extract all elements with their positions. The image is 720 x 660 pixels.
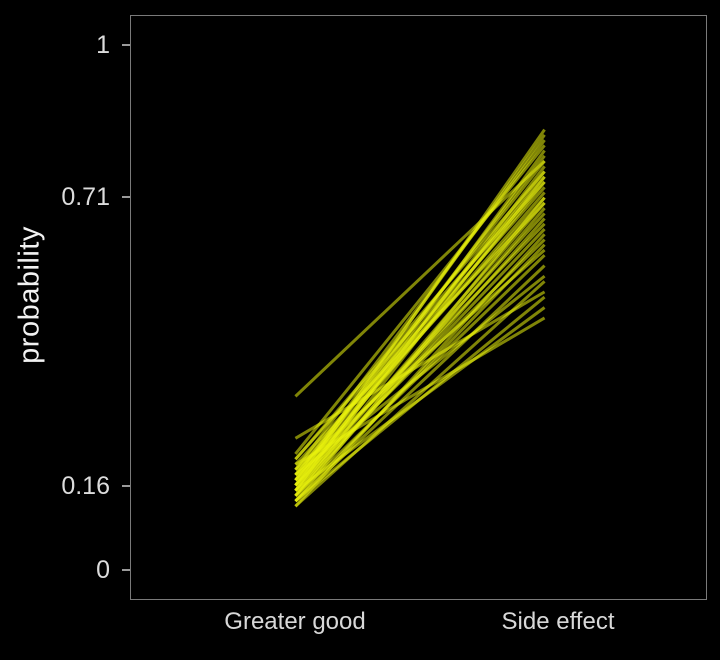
x-tick-label-side-effect: Side effect bbox=[501, 608, 615, 635]
y-tick-label: 0 bbox=[96, 556, 110, 584]
y-tick-mark bbox=[122, 44, 130, 46]
slope-line bbox=[294, 233, 546, 508]
x-tick-label-greater-good: Greater good bbox=[224, 608, 366, 635]
y-axis: 1 0.71 0.16 0 bbox=[0, 15, 130, 600]
slope-line bbox=[294, 201, 546, 492]
slope-line bbox=[294, 316, 546, 466]
y-tick-mark bbox=[122, 569, 130, 571]
slope-lines-svg bbox=[294, 128, 546, 508]
y-tick-label: 0.16 bbox=[61, 472, 110, 500]
slope-line bbox=[294, 274, 546, 477]
slope-line bbox=[294, 290, 546, 440]
slope-line bbox=[294, 144, 546, 455]
y-tick-label: 0.71 bbox=[61, 183, 110, 212]
plot-area bbox=[130, 15, 707, 600]
slope-line bbox=[294, 196, 546, 503]
slope-line bbox=[294, 196, 546, 476]
slope-line bbox=[294, 170, 546, 487]
slope-line bbox=[294, 159, 546, 398]
y-tick-mark bbox=[122, 485, 130, 487]
slope-line bbox=[294, 134, 546, 482]
y-tick-label: 1 bbox=[96, 31, 110, 59]
slope-line bbox=[294, 306, 546, 492]
x-axis: Greater good Side effect bbox=[130, 608, 707, 648]
y-tick-mark bbox=[122, 196, 130, 199]
